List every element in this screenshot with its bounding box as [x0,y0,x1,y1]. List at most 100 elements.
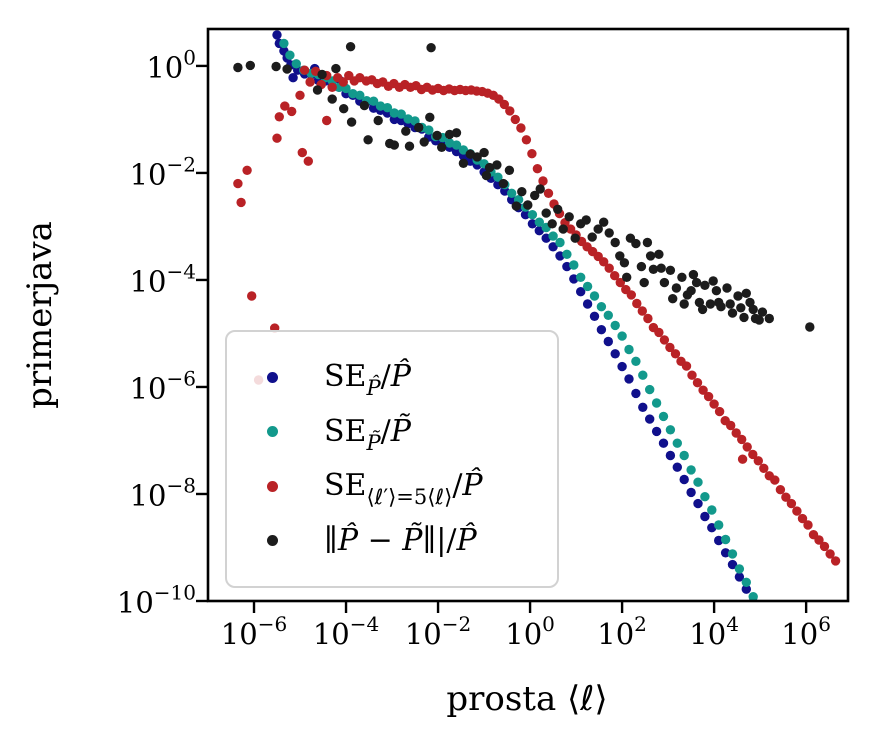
data-point [651,398,662,408]
data-point [499,99,509,110]
data-point [401,126,411,136]
data-point [727,549,738,559]
data-point [734,564,745,574]
data-point [709,399,719,409]
data-point [312,85,323,95]
data-point [565,224,576,234]
data-point [754,315,764,325]
y-tick-label: 100 [146,45,196,85]
data-point [775,485,786,495]
data-point [637,306,647,316]
data-point [658,411,669,422]
data-point [737,454,748,464]
data-point [338,77,348,87]
data-point [631,356,641,366]
data-point [451,128,462,138]
data-point [541,208,551,218]
data-point [510,114,520,125]
legend-label: SEP̃/P̃ [324,413,411,455]
data-point [543,188,554,198]
data-point [534,217,544,227]
data-point [700,492,710,502]
data-point [505,106,515,116]
data-point [700,511,710,522]
data-point [303,156,313,166]
data-point [697,304,708,315]
data-point [297,147,307,158]
data-point [716,302,726,312]
data-point [419,137,429,147]
data-point [679,299,689,309]
data-point [679,450,689,461]
data-point [638,402,648,412]
data-point [677,272,687,282]
data-point [596,325,607,335]
data-point [373,115,383,126]
data-point [527,149,537,159]
data-point [741,577,751,587]
data-point [665,425,676,435]
data-point [786,498,797,509]
data-point [645,384,655,395]
data-point [291,59,301,69]
data-point [603,310,613,320]
data-point [389,140,399,150]
data-point [748,449,758,460]
series-3 [233,42,815,332]
data-point [615,277,625,288]
data-point [339,104,349,114]
data-point [668,294,678,304]
data-point [492,160,502,170]
data-point [755,606,764,615]
data-point [516,123,526,133]
data-point [745,297,755,308]
y-tick-label: 10−8 [129,473,196,513]
data-point [693,477,703,487]
data-point [426,43,436,53]
legend-label: SEP̂/P̂ [324,359,411,401]
data-point [593,224,603,234]
data-point [589,291,600,301]
data-point [687,370,697,380]
data-point [603,336,613,347]
data-point [759,463,769,473]
x-tick-label: 102 [597,612,647,651]
data-point [736,303,746,313]
data-point [631,388,641,399]
data-point [547,219,557,229]
data-point [688,269,699,280]
x-tick-label: 104 [689,612,739,651]
data-point [764,313,774,324]
data-point [672,438,682,448]
data-point [739,312,749,323]
data-point [617,331,627,341]
data-point [714,535,724,546]
data-point [589,311,600,321]
data-point [604,228,614,238]
data-point [720,534,731,545]
data-point [610,320,620,331]
data-point [770,475,780,485]
data-point [792,506,802,516]
x-axis-label: prosta ⟨ℓ⟩ [446,679,608,719]
legend-item-0: SEP̂/P̂ [227,359,557,401]
data-point [642,237,653,248]
data-point [681,361,692,371]
data-point [279,38,289,49]
data-point [236,197,246,208]
data-point [694,297,705,308]
data-point [639,277,649,288]
data-point [672,462,682,472]
data-point [472,152,482,162]
data-point [693,498,703,509]
data-point [610,237,620,248]
data-point [346,117,357,127]
data-point [622,272,632,282]
data-point [535,184,545,194]
data-point [245,60,255,71]
data-point [656,263,666,273]
data-point [305,77,315,87]
data-point [679,474,689,485]
data-point [725,299,735,309]
data-point [596,302,607,312]
